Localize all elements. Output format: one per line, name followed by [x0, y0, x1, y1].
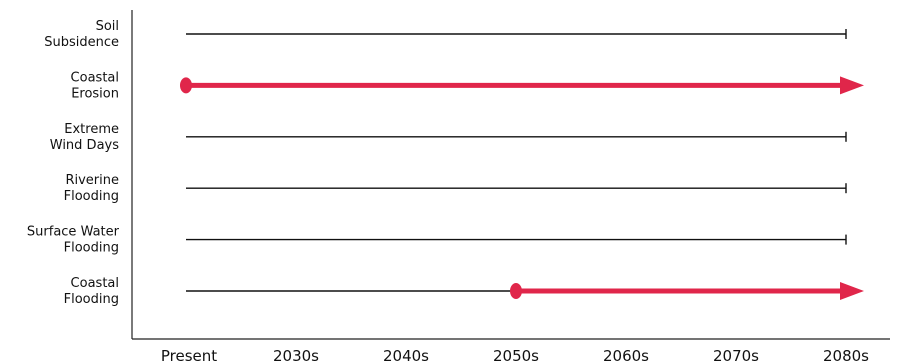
row-label-line: Extreme — [64, 122, 119, 137]
row-label: Soil Subsidence — [44, 19, 119, 50]
x-tick-label: 2050s — [493, 347, 539, 364]
highlight-start-marker — [180, 77, 192, 94]
row-label-line: Surface Water — [27, 225, 120, 240]
row-label-line: Erosion — [71, 86, 119, 101]
x-tick-label: 2060s — [603, 347, 649, 364]
x-tick-label: 2040s — [383, 347, 429, 364]
row-label-line: Coastal — [71, 70, 119, 85]
highlight-start-marker — [510, 283, 522, 299]
timeline-row: Extreme Wind Days — [50, 122, 847, 153]
timeline-row: Coastal Erosion — [71, 70, 864, 101]
row-label-line: Coastal — [71, 276, 119, 291]
x-tick-label: 2070s — [713, 347, 759, 364]
row-label-line: Riverine — [65, 173, 119, 188]
row-label: Surface Water Flooding — [27, 225, 120, 256]
timeline-row: Riverine Flooding — [64, 173, 847, 204]
highlight-arrowhead — [840, 282, 864, 300]
highlight-arrowhead — [840, 76, 864, 95]
timeline-row: Soil Subsidence — [44, 19, 847, 50]
x-tick-labels: Present 2030s 2040s 2050s 2060s 2070s 2080s — [161, 347, 869, 364]
row-label: Coastal Erosion — [71, 70, 119, 101]
row-label-line: Flooding — [64, 189, 119, 204]
x-tick-label: 2030s — [273, 347, 319, 364]
x-tick-label: 2080s — [823, 347, 869, 364]
row-label-line: Flooding — [64, 241, 119, 256]
row-label-line: Wind Days — [50, 138, 119, 153]
row-label-line: Flooding — [64, 292, 119, 307]
axes — [131, 10, 890, 340]
x-tick-label: Present — [161, 347, 217, 364]
row-label-line: Subsidence — [44, 35, 119, 50]
row-label: Coastal Flooding — [64, 276, 119, 307]
row-label: Extreme Wind Days — [50, 122, 119, 153]
row-label-line: Soil — [96, 19, 119, 34]
timeline-row: Surface Water Flooding — [27, 225, 847, 256]
row-label: Riverine Flooding — [64, 173, 119, 204]
timeline-row: Coastal Flooding — [64, 276, 864, 307]
